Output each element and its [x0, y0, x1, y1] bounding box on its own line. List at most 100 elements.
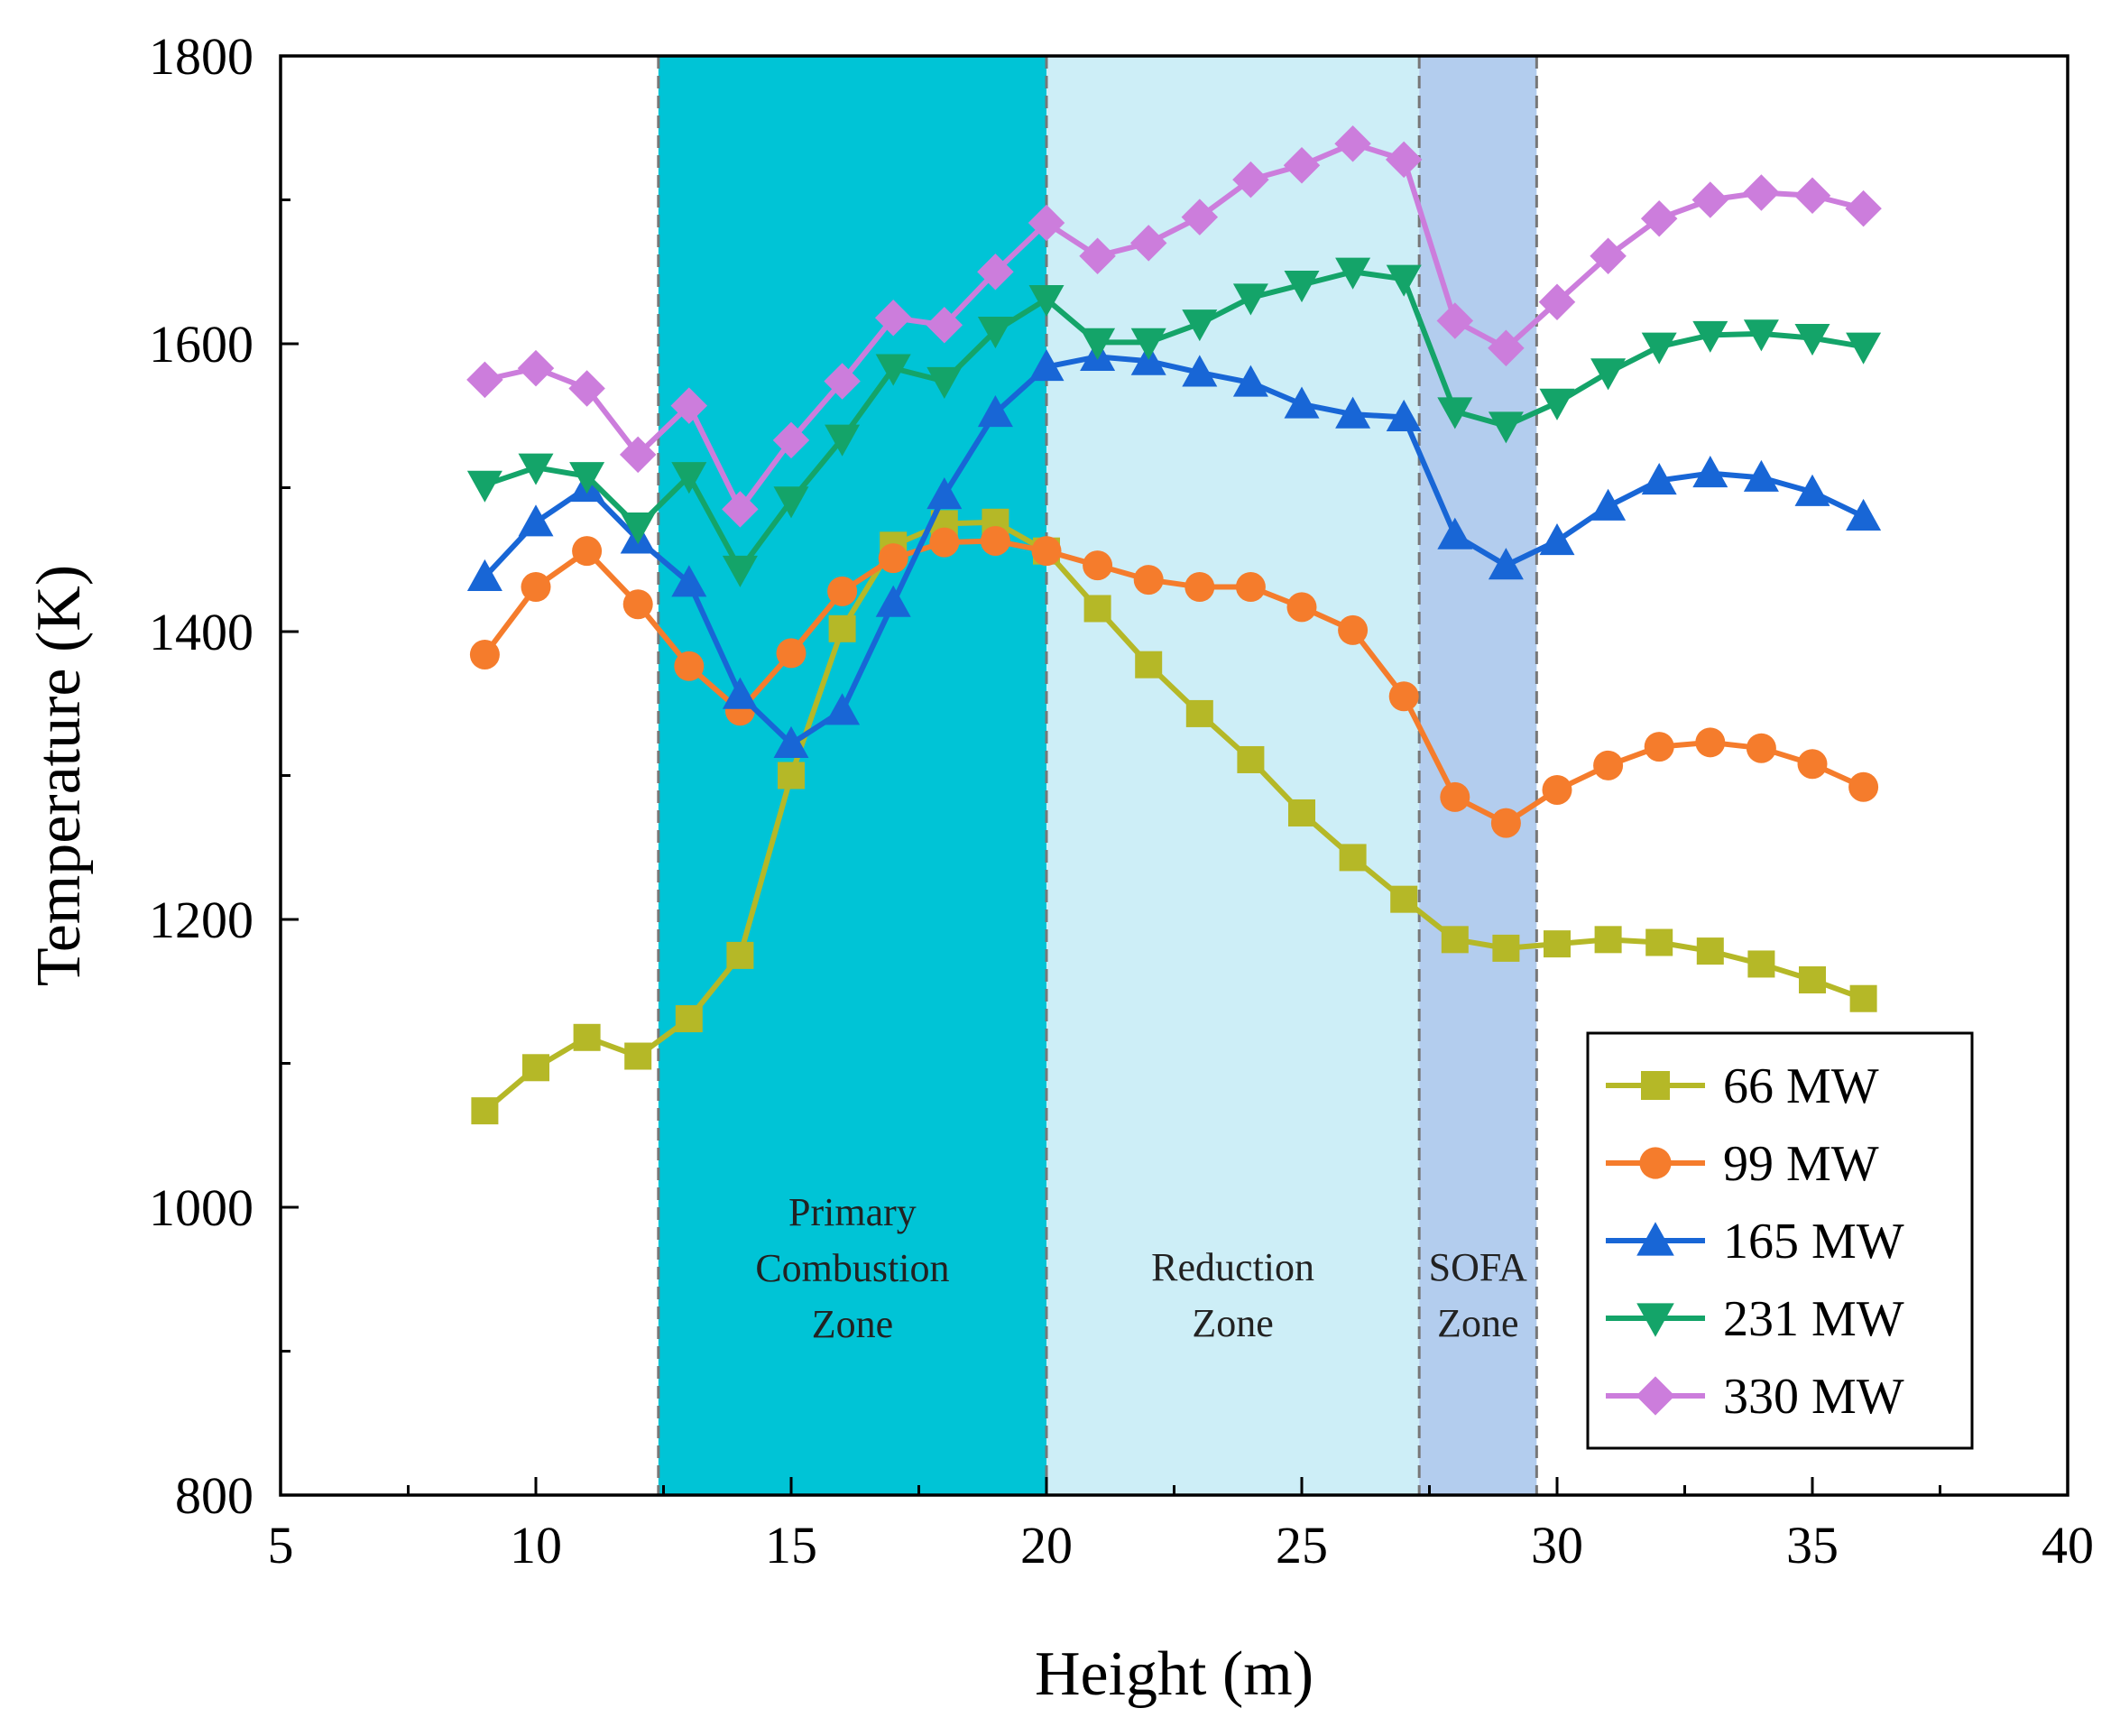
marker-triangle-down: [1080, 328, 1116, 360]
legend-entry: 231 MW: [1606, 1291, 1904, 1347]
zone-band: [1419, 56, 1537, 1495]
marker-triangle-down: [1182, 309, 1218, 342]
marker-diamond: [977, 254, 1014, 291]
marker-square: [1492, 934, 1520, 962]
y-tick-label: 1200: [149, 891, 253, 949]
x-tick-label: 30: [1531, 1516, 1583, 1574]
marker-triangle-up: [1028, 349, 1065, 382]
marker-triangle-up: [671, 565, 707, 597]
marker-triangle-up: [773, 725, 809, 759]
marker-triangle-down: [1284, 271, 1320, 303]
marker-diamond: [1691, 181, 1729, 218]
marker-square: [573, 1023, 601, 1051]
marker-diamond: [670, 387, 708, 424]
x-tick-label: 20: [1020, 1516, 1073, 1574]
marker-diamond: [1385, 141, 1423, 179]
series-line: [483, 354, 1865, 747]
marker-triangle-up: [1284, 386, 1320, 419]
marker-square: [778, 762, 805, 790]
marker-triangle-up: [1743, 459, 1779, 492]
marker-square: [1799, 965, 1826, 993]
marker-triangle-down: [518, 453, 554, 485]
marker-triangle-down: [1386, 264, 1422, 297]
marker-diamond: [619, 436, 657, 474]
marker-square: [675, 1005, 703, 1033]
marker-triangle-down: [671, 462, 707, 494]
legend-label: 99 MW: [1723, 1136, 1879, 1192]
zones-layer: Primary Combustion Zone Reduction Zone SOFA Zo…: [658, 56, 1537, 1495]
marker-square: [1390, 885, 1418, 913]
series-layer: [466, 125, 1882, 1125]
marker-circle: [1031, 536, 1062, 567]
marker-square: [522, 1054, 549, 1082]
marker-circle: [1746, 733, 1776, 763]
marker-triangle-up: [1590, 488, 1627, 521]
marker-triangle-down: [1846, 332, 1882, 365]
marker-triangle-down: [1130, 328, 1166, 360]
marker-triangle-down: [825, 424, 861, 457]
legend-label: 165 MW: [1723, 1214, 1904, 1270]
zone-label: Primary: [788, 1190, 917, 1234]
series-line: [483, 538, 1865, 826]
marker-triangle-up: [1182, 355, 1218, 387]
marker-diamond: [1129, 225, 1167, 262]
marker-triangle-up: [722, 677, 758, 709]
series-66-mw: [471, 508, 1877, 1125]
marker-circle: [1083, 550, 1113, 581]
marker-triangle-down: [1692, 320, 1728, 353]
marker-triangle-down: [1539, 388, 1575, 420]
marker-circle: [1440, 781, 1470, 812]
marker-diamond: [1079, 237, 1116, 274]
marker-circle: [1490, 808, 1521, 838]
marker-triangle-down: [620, 512, 656, 545]
marker-square: [1339, 844, 1367, 872]
legend-label: 231 MW: [1723, 1291, 1904, 1347]
marker-triangle-up: [825, 693, 861, 725]
marker-diamond: [1743, 174, 1780, 211]
marker-diamond: [1028, 204, 1065, 242]
y-tick-label: 1600: [149, 315, 253, 374]
marker-triangle-up: [1846, 498, 1882, 531]
marker-triangle-up: [518, 504, 554, 537]
marker-circle: [878, 543, 908, 574]
marker-circle: [469, 640, 500, 670]
zone-band: [1046, 56, 1420, 1495]
zone-label: Combustion: [755, 1246, 949, 1290]
marker-diamond: [517, 349, 555, 387]
marker-triangle-up: [977, 395, 1013, 428]
zone-label: Zone: [1437, 1301, 1518, 1345]
marker-diamond: [568, 370, 605, 407]
marker-triangle-up: [1636, 1222, 1674, 1256]
marker-circle: [1848, 771, 1879, 802]
y-axis-title: Temperature (K): [24, 565, 94, 986]
marker-triangle-down: [1335, 257, 1371, 290]
marker-triangle-down: [1437, 397, 1473, 429]
series-330-mw: [466, 125, 1882, 528]
legend-label: 330 MW: [1723, 1369, 1904, 1425]
marker-triangle-up: [1232, 365, 1268, 397]
marker-circle: [1286, 592, 1317, 623]
marker-diamond: [1283, 146, 1321, 184]
marker-diamond: [1845, 189, 1882, 227]
marker-circle: [1797, 749, 1828, 780]
marker-circle: [1639, 1147, 1672, 1179]
marker-square: [624, 1042, 652, 1070]
x-axis-title: Height (m): [1035, 1639, 1313, 1709]
marker-triangle-down: [466, 470, 502, 503]
marker-triangle-down: [926, 366, 963, 399]
marker-circle: [1695, 727, 1726, 758]
marker-triangle-up: [926, 476, 963, 510]
marker-square: [1849, 984, 1877, 1012]
marker-triangle-down: [977, 317, 1013, 349]
marker-triangle-up: [1794, 474, 1830, 506]
legend-label: 66 MW: [1723, 1058, 1879, 1114]
marker-diamond: [1232, 161, 1269, 199]
marker-triangle-up: [875, 585, 911, 617]
marker-square: [1083, 595, 1111, 623]
marker-square: [828, 614, 856, 642]
marker-square: [1288, 799, 1315, 826]
marker-diamond: [1793, 177, 1831, 214]
marker-diamond: [1538, 283, 1576, 320]
marker-square: [1185, 699, 1213, 727]
